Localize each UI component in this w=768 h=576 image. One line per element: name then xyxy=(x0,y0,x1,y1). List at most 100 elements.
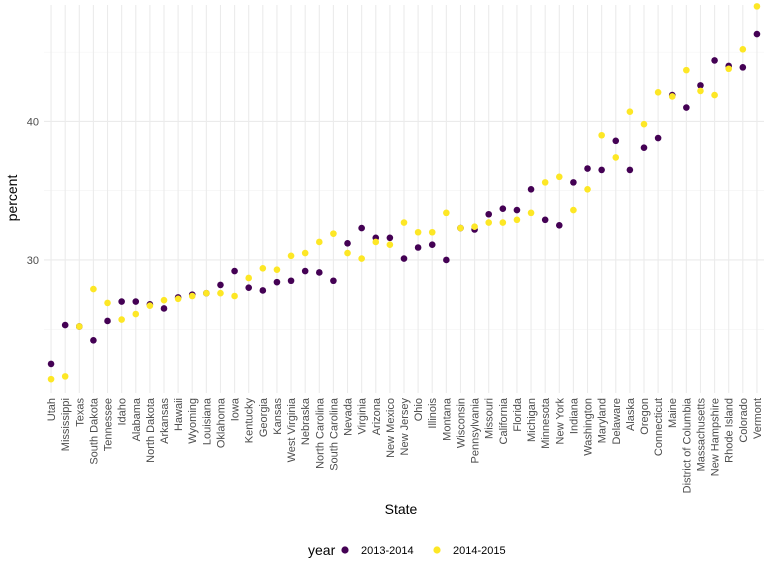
data-point-2013-2014 xyxy=(104,317,111,325)
x-tick-label: Hawaii xyxy=(173,398,185,431)
data-point-2013-2014 xyxy=(555,222,563,229)
data-point-2013-2014 xyxy=(697,82,704,89)
data-point-2014-2015 xyxy=(697,87,704,95)
data-point-2014-2015 xyxy=(132,310,140,318)
data-points xyxy=(47,3,761,383)
grid-lines xyxy=(44,5,764,393)
data-point-2014-2015 xyxy=(160,296,168,304)
x-tick-labels: Utah Mississippi Texas South Dakota Tennesse… xyxy=(46,397,764,493)
data-point-2014-2015 xyxy=(259,264,267,272)
data-point-2014-2015 xyxy=(203,289,210,297)
data-point-2013-2014 xyxy=(358,224,365,232)
data-point-2013-2014 xyxy=(231,267,238,275)
data-point-2013-2014 xyxy=(626,166,634,174)
x-tick-label: District of Columbia xyxy=(681,397,693,493)
data-point-2013-2014 xyxy=(245,284,253,291)
x-tick-label: Pennsylvania xyxy=(470,397,482,463)
data-point-2013-2014 xyxy=(344,240,351,247)
data-point-2014-2015 xyxy=(626,108,634,115)
data-point-2014-2015 xyxy=(753,3,761,10)
x-tick-label: Nebraska xyxy=(300,397,312,445)
data-point-2013-2014 xyxy=(499,205,507,212)
data-point-2014-2015 xyxy=(683,66,690,74)
y-tick-labels: 30 40 xyxy=(27,116,39,267)
x-tick-label: Alaska xyxy=(625,397,637,431)
x-tick-label: New Hampshire xyxy=(710,398,722,476)
data-point-2014-2015 xyxy=(428,228,436,236)
x-tick-label: Kansas xyxy=(272,398,284,435)
data-point-2013-2014 xyxy=(90,337,97,344)
x-tick-label: Idaho xyxy=(117,398,129,426)
x-tick-label: Utah xyxy=(46,398,58,421)
x-tick-label: Wyoming xyxy=(187,398,199,444)
data-point-2014-2015 xyxy=(414,228,422,236)
x-tick-label: Connecticut xyxy=(653,398,665,456)
data-point-2013-2014 xyxy=(584,165,591,172)
data-point-2014-2015 xyxy=(400,219,408,226)
y-tick-label: 30 xyxy=(27,255,39,267)
data-point-2014-2015 xyxy=(118,316,125,323)
data-point-2013-2014 xyxy=(217,281,224,289)
data-point-2014-2015 xyxy=(217,289,224,297)
x-tick-label: Minnesota xyxy=(540,397,552,449)
data-point-2014-2015 xyxy=(301,249,309,257)
data-point-2014-2015 xyxy=(61,373,69,380)
data-point-2014-2015 xyxy=(584,186,591,193)
data-point-2013-2014 xyxy=(739,64,747,71)
data-point-2014-2015 xyxy=(443,209,450,217)
data-point-2014-2015 xyxy=(174,295,182,303)
data-point-2013-2014 xyxy=(443,256,450,264)
data-point-2014-2015 xyxy=(273,266,281,273)
data-point-2014-2015 xyxy=(104,299,111,307)
data-point-2014-2015 xyxy=(358,255,365,262)
data-point-2014-2015 xyxy=(386,241,394,249)
data-point-2013-2014 xyxy=(683,104,690,111)
data-point-2014-2015 xyxy=(188,292,196,300)
x-tick-label: Oklahoma xyxy=(215,397,227,448)
data-point-2014-2015 xyxy=(372,238,380,246)
x-tick-label: Maine xyxy=(667,398,679,428)
data-point-2013-2014 xyxy=(118,298,125,305)
data-point-2014-2015 xyxy=(287,252,295,260)
x-tick-label: West Virginia xyxy=(286,397,298,462)
x-tick-label: Oregon xyxy=(639,398,651,435)
data-point-2014-2015 xyxy=(527,209,535,217)
data-point-2014-2015 xyxy=(513,216,521,224)
legend-key-2014-2015 xyxy=(433,546,441,554)
data-point-2013-2014 xyxy=(259,287,267,294)
x-tick-label: Nevada xyxy=(343,397,355,436)
data-point-2014-2015 xyxy=(330,230,337,237)
x-tick-label: Kentucky xyxy=(244,398,256,444)
data-point-2013-2014 xyxy=(711,57,718,64)
y-axis-title: percent xyxy=(4,175,20,222)
x-tick-label: Arkansas xyxy=(159,398,171,444)
data-point-2014-2015 xyxy=(245,274,253,282)
x-tick-label: Missouri xyxy=(484,398,496,439)
legend-title: year xyxy=(308,542,336,558)
x-tick-label: Tennessee xyxy=(103,398,115,451)
legend-key-2013-2014 xyxy=(341,546,349,554)
x-tick-label: North Carolina xyxy=(314,397,326,469)
x-tick-label: Massachusetts xyxy=(695,398,707,472)
data-point-2013-2014 xyxy=(513,206,521,214)
data-point-2013-2014 xyxy=(612,137,620,145)
x-tick-label: New Mexico xyxy=(385,398,397,458)
data-point-2013-2014 xyxy=(485,210,493,218)
data-point-2013-2014 xyxy=(654,134,662,142)
x-tick-label: North Dakota xyxy=(145,397,157,463)
data-point-2014-2015 xyxy=(146,302,154,310)
data-point-2014-2015 xyxy=(231,292,238,300)
data-point-2014-2015 xyxy=(485,219,493,226)
data-point-2014-2015 xyxy=(75,323,83,330)
x-tick-label: Vermont xyxy=(752,398,764,439)
data-point-2014-2015 xyxy=(640,120,648,128)
x-tick-label: California xyxy=(498,397,510,444)
data-point-2014-2015 xyxy=(725,65,733,73)
x-tick-label: Georgia xyxy=(258,397,270,437)
data-point-2013-2014 xyxy=(47,360,55,368)
data-point-2014-2015 xyxy=(47,375,55,383)
data-point-2014-2015 xyxy=(598,131,605,139)
y-tick-label: 40 xyxy=(27,116,39,128)
data-point-2014-2015 xyxy=(457,224,464,232)
